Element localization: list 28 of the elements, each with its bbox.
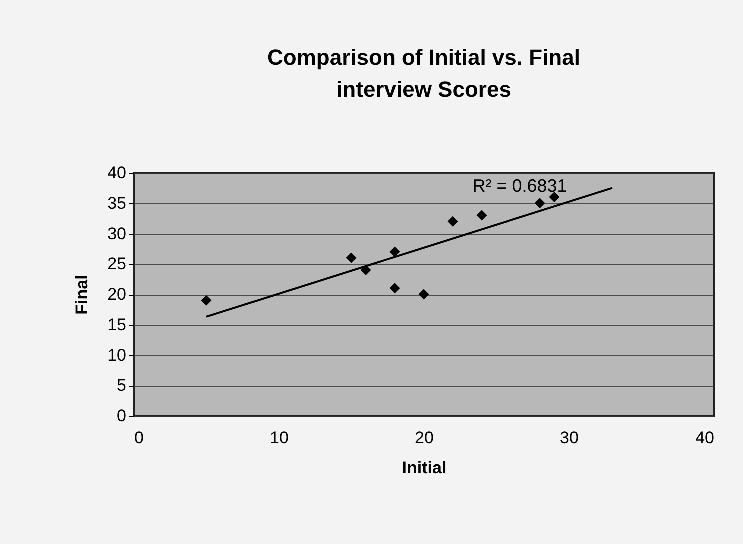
- point: [549, 192, 560, 203]
- y-axis-title: Final: [72, 275, 92, 315]
- y-tick-label: 35: [108, 194, 126, 213]
- point: [346, 252, 357, 264]
- y-tick-label: 20: [108, 285, 126, 304]
- y-tick-label: 5: [117, 376, 126, 396]
- x-tick-label: 20: [415, 428, 434, 448]
- x-tick-label: 10: [270, 428, 289, 448]
- y-tick-label: 30: [108, 224, 126, 244]
- y-tick-label: 10: [108, 346, 126, 365]
- point: [476, 210, 488, 221]
- y-tick-label: 15: [108, 315, 126, 334]
- y-tick-label: 25: [108, 254, 126, 274]
- point: [534, 198, 546, 209]
- text: Comparison of Initial vs. Final: [268, 45, 580, 70]
- point: [448, 216, 458, 227]
- x-tick-label: 40: [696, 428, 714, 448]
- point: [390, 283, 400, 294]
- y-tick-label: 40: [108, 164, 126, 182]
- x-tick-label: 30: [560, 428, 579, 448]
- point: [418, 289, 430, 300]
- x-axis-title: Initial: [402, 458, 447, 478]
- y-tick-label: 0: [117, 406, 126, 426]
- x-tick-label: 0: [134, 428, 144, 448]
- annotation: R² = 0.6831: [472, 176, 568, 196]
- text: interview Scores: [336, 77, 512, 102]
- point: [390, 246, 400, 258]
- point: [201, 295, 212, 306]
